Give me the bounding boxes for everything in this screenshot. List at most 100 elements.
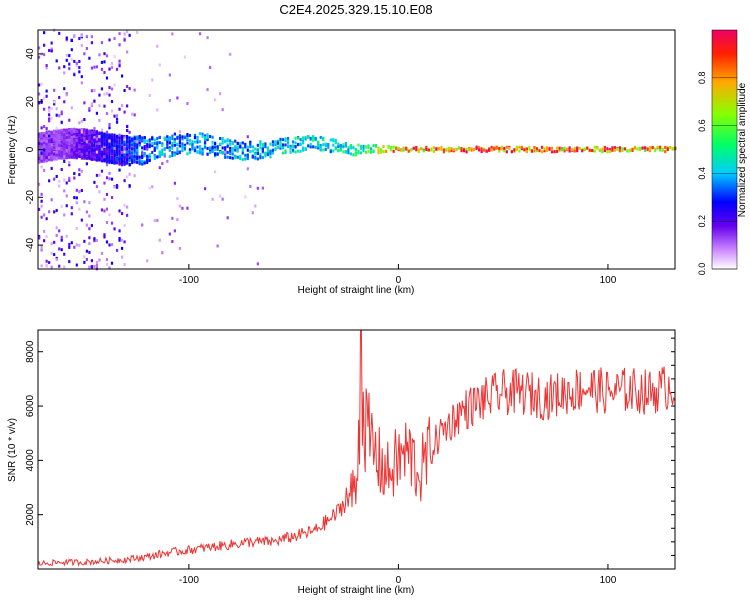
heatmap-cell	[48, 147, 51, 151]
heatmap-cell	[60, 150, 63, 154]
heatmap-cell	[208, 150, 212, 154]
snr-y-tick-label: 2000	[25, 503, 36, 526]
heatmap-cell	[45, 148, 48, 152]
heatmap-cell	[38, 236, 41, 240]
heatmap-cell	[203, 145, 207, 149]
snr-x-tick-label: -100	[179, 575, 199, 586]
heatmap-cell	[93, 239, 96, 243]
heatmap-cell	[108, 86, 111, 90]
heatmap-cell	[138, 159, 141, 163]
heatmap-cell	[329, 150, 332, 154]
heatmap-cell	[50, 135, 53, 139]
heatmap-cell	[171, 151, 174, 155]
heatmap-cell	[555, 149, 559, 153]
heatmap-cell	[286, 137, 290, 141]
heatmap-cell	[302, 148, 305, 152]
heatmap-cell	[131, 141, 134, 145]
heatmap-cell	[98, 153, 101, 157]
heatmap-cell	[78, 70, 81, 74]
heatmap-cell	[73, 143, 76, 147]
heatmap-cell	[63, 159, 66, 163]
heatmap-cell	[229, 52, 232, 56]
heatmap-cell	[115, 185, 119, 189]
heatmap-cell	[173, 140, 176, 144]
heatmap-cell	[480, 147, 483, 151]
heatmap-cell	[156, 44, 159, 48]
heatmap-cell	[43, 151, 46, 155]
heatmap-cell	[110, 87, 114, 91]
heatmap-cell	[606, 147, 609, 151]
heatmap-cell	[447, 146, 451, 150]
heatmap-cell	[153, 155, 156, 159]
heatmap-cell	[108, 159, 111, 163]
heatmap-cell	[191, 140, 194, 144]
heatmap-cell	[115, 157, 119, 161]
heatmap-cell	[382, 144, 385, 148]
heatmap-cell	[105, 139, 109, 143]
heatmap-cell	[108, 149, 111, 153]
heatmap-cell	[136, 144, 139, 148]
heatmap-cell	[221, 108, 224, 112]
heatmap-cell	[78, 173, 81, 177]
heatmap-cell	[214, 148, 217, 152]
heatmap-cell	[473, 147, 476, 151]
heatmap-cell	[105, 130, 109, 134]
heatmap-cell	[307, 135, 310, 139]
heatmap-cell	[115, 183, 119, 187]
heatmap-cell	[63, 128, 66, 132]
heatmap-cell	[120, 163, 124, 167]
heatmap-cell	[93, 131, 96, 135]
heatmap-cell	[123, 38, 126, 42]
heatmap-cell	[115, 151, 119, 155]
heatmap-cell	[88, 107, 91, 111]
heatmap-cell	[452, 148, 456, 152]
heatmap-cell	[68, 242, 71, 246]
heatmap-cell	[40, 245, 43, 249]
heatmap-cell	[460, 147, 463, 151]
heatmap-cell	[156, 140, 159, 144]
heatmap-cell	[239, 156, 242, 160]
heatmap-cell	[158, 238, 161, 242]
heatmap-cell	[65, 93, 68, 97]
heatmap-cell	[118, 135, 121, 139]
heatmap-cell	[143, 151, 146, 155]
heatmap-cell	[613, 146, 617, 150]
heatmap-cell	[70, 212, 73, 216]
heatmap-cell	[430, 147, 433, 151]
heatmap-cell	[367, 144, 370, 148]
heatmap-cell	[85, 145, 88, 149]
heatmap-cell	[281, 143, 285, 147]
heatmap-cell	[75, 156, 78, 160]
heatmap-cell	[294, 145, 297, 149]
heatmap-cell	[608, 150, 611, 154]
heatmap-cell	[80, 130, 83, 134]
heatmap-cell	[93, 99, 96, 103]
heatmap-cell	[369, 147, 373, 151]
heatmap-y-tick-label: 20	[25, 96, 36, 108]
heatmap-cell	[85, 151, 88, 155]
heatmap-y-tick-label: 40	[25, 48, 36, 60]
heatmap-cell	[151, 150, 154, 154]
heatmap-cell	[158, 154, 161, 158]
heatmap-cell	[113, 159, 116, 163]
heatmap-cell	[377, 146, 380, 150]
heatmap-cell	[171, 216, 174, 220]
heatmap-cell	[113, 136, 116, 140]
heatmap-cell	[480, 150, 483, 154]
heatmap-cell	[284, 149, 287, 153]
heatmap-cell	[302, 146, 305, 150]
heatmap-cell	[138, 135, 141, 139]
heatmap-cell	[259, 155, 262, 159]
heatmap-cell	[45, 64, 48, 68]
heatmap-cell	[666, 148, 669, 152]
heatmap-cell	[103, 197, 106, 201]
snr-y-tick-label: 4000	[25, 449, 36, 472]
heatmap-cell	[136, 160, 139, 164]
heatmap-cell	[80, 34, 83, 38]
heatmap-cell	[485, 149, 488, 153]
snr-y-tick-label: 6000	[25, 394, 36, 417]
heatmap-cell	[50, 251, 53, 255]
heatmap-cell	[231, 149, 234, 153]
heatmap-cell	[118, 144, 121, 148]
heatmap-cell	[108, 243, 111, 247]
